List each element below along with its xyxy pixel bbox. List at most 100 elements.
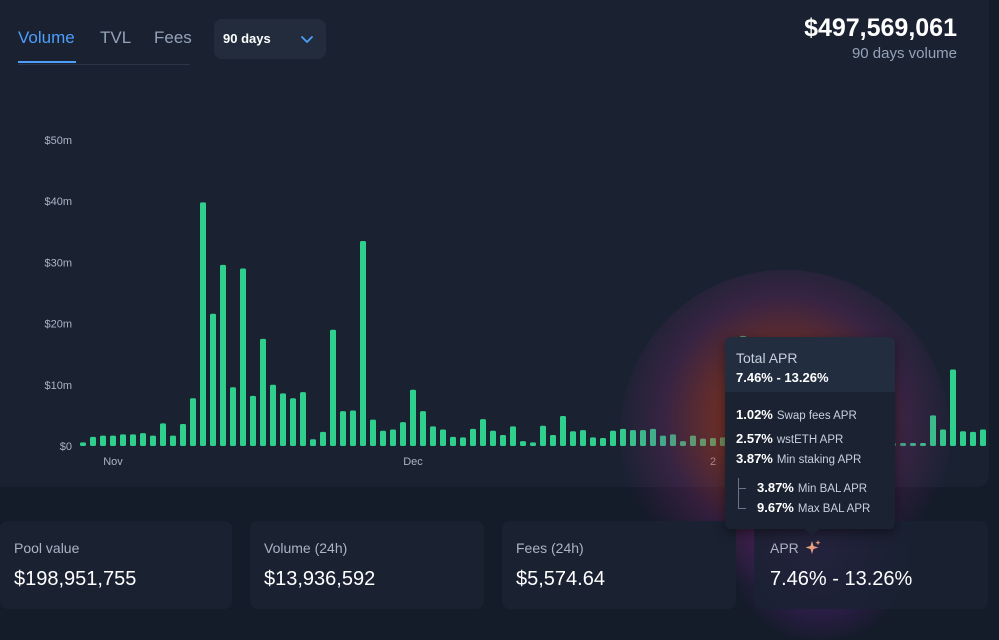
apr-tooltip: Total APR 7.46% - 13.26% 1.02% Swap fees …	[725, 337, 895, 536]
volume-bar[interactable]	[450, 436, 456, 446]
volume-bar[interactable]	[580, 430, 586, 446]
pool-value-card: Pool value $198,951,755	[0, 521, 232, 609]
pool-value-amount: $198,951,755	[14, 568, 137, 590]
volume-bar[interactable]	[960, 431, 966, 446]
volume-bar[interactable]	[520, 441, 526, 446]
volume-bar[interactable]	[300, 392, 306, 446]
volume-bar[interactable]	[650, 428, 656, 446]
total-volume-caption: 90 days volume	[851, 45, 957, 62]
volume-bar[interactable]	[250, 395, 256, 446]
volume-bar[interactable]	[640, 430, 646, 446]
volume-summary: $497,569,061 90 days volume	[804, 14, 957, 62]
volume-bar[interactable]	[310, 439, 316, 446]
volume-bar[interactable]	[400, 422, 406, 446]
volume-bar[interactable]	[330, 329, 336, 446]
max-bal-apr-row: 9.67% Max BAL APR	[757, 500, 870, 515]
volume-bar[interactable]	[700, 438, 706, 446]
volume-bar[interactable]	[970, 431, 976, 446]
volume-bar[interactable]	[680, 441, 686, 446]
fees-24h-card: Fees (24h) $5,574.64	[502, 521, 736, 609]
volume-bar[interactable]	[120, 434, 126, 446]
volume-24h-amount: $13,936,592	[264, 568, 376, 590]
volume-bar[interactable]	[710, 438, 716, 446]
volume-bar[interactable]	[90, 436, 96, 446]
volume-bar[interactable]	[940, 429, 946, 446]
volume-bar[interactable]	[690, 435, 696, 446]
volume-bar[interactable]	[360, 240, 366, 446]
volume-bar[interactable]	[340, 411, 346, 446]
time-range-select[interactable]: 90 days	[214, 19, 326, 59]
volume-bar[interactable]	[140, 433, 146, 446]
volume-bar[interactable]	[160, 423, 166, 446]
volume-bar[interactable]	[180, 423, 186, 446]
volume-bar[interactable]	[320, 431, 326, 446]
volume-bar[interactable]	[500, 434, 506, 446]
volume-bar[interactable]	[200, 202, 206, 446]
volume-bar[interactable]	[190, 398, 196, 446]
volume-bar[interactable]	[610, 430, 616, 446]
volume-bar[interactable]	[510, 426, 516, 446]
volume-bar[interactable]	[980, 429, 986, 446]
wsteth-apr-row: 2.57% wstETH APR	[736, 431, 843, 446]
chart-tabs: Volume TVL Fees	[18, 28, 192, 65]
volume-bar[interactable]	[220, 264, 226, 446]
x-axis-tick-label: 2	[710, 456, 716, 468]
volume-bar[interactable]	[920, 442, 926, 446]
volume-bar[interactable]	[910, 442, 916, 446]
volume-bar[interactable]	[460, 437, 466, 446]
volume-bar[interactable]	[420, 411, 426, 446]
volume-bar[interactable]	[150, 435, 156, 446]
volume-bar[interactable]	[430, 426, 436, 446]
tab-tvl[interactable]: TVL	[100, 28, 132, 47]
volume-bar[interactable]	[130, 434, 136, 446]
volume-bar[interactable]	[900, 442, 906, 446]
volume-bar[interactable]	[600, 438, 606, 446]
volume-bar[interactable]	[380, 430, 386, 446]
tooltip-tree-connector	[738, 478, 747, 509]
volume-bar[interactable]	[590, 437, 596, 446]
volume-bar[interactable]	[660, 435, 666, 446]
volume-bar[interactable]	[560, 416, 566, 446]
volume-bar[interactable]	[260, 338, 266, 446]
volume-bar[interactable]	[950, 369, 956, 447]
volume-bar[interactable]	[270, 384, 276, 446]
volume-bar[interactable]	[410, 389, 416, 446]
volume-bar[interactable]	[670, 434, 676, 446]
volume-bar[interactable]	[620, 428, 626, 446]
fees-24h-amount: $5,574.64	[516, 568, 605, 590]
sparkle-icon[interactable]	[804, 539, 822, 557]
volume-bar[interactable]	[490, 430, 496, 446]
fees-24h-label: Fees (24h)	[516, 540, 584, 556]
volume-bar[interactable]	[480, 419, 486, 446]
tab-fees[interactable]: Fees	[154, 28, 192, 47]
volume-bar[interactable]	[440, 429, 446, 446]
volume-bar[interactable]	[80, 442, 86, 446]
volume-bar[interactable]	[530, 442, 536, 446]
max-bal-apr-label: Max BAL APR	[797, 503, 871, 515]
volume-bar[interactable]	[280, 393, 286, 446]
volume-bar[interactable]	[550, 434, 556, 446]
volume-bar[interactable]	[540, 425, 546, 446]
tab-volume[interactable]: Volume	[18, 28, 75, 47]
min-bal-apr-row: 3.87% Min BAL APR	[757, 480, 867, 495]
apr-card[interactable]: APR 7.46% - 13.26%	[754, 521, 988, 609]
volume-bar[interactable]	[230, 387, 236, 446]
volume-bar[interactable]	[350, 410, 356, 446]
volume-bar[interactable]	[100, 435, 106, 446]
volume-bar[interactable]	[240, 268, 246, 446]
wsteth-apr-value: 2.57%	[736, 431, 773, 446]
y-axis-tick-label: $10m	[44, 380, 72, 392]
volume-24h-card: Volume (24h) $13,936,592	[250, 521, 484, 609]
volume-bar[interactable]	[370, 419, 376, 446]
volume-bar[interactable]	[290, 398, 296, 446]
min-bal-apr-value: 3.87%	[757, 480, 794, 495]
volume-bar[interactable]	[570, 431, 576, 446]
volume-bar[interactable]	[930, 415, 936, 446]
volume-bar[interactable]	[210, 313, 216, 446]
volume-bar[interactable]	[390, 429, 396, 446]
volume-bar[interactable]	[110, 435, 116, 446]
volume-bar[interactable]	[470, 428, 476, 446]
volume-bar[interactable]	[170, 435, 176, 446]
volume-bar[interactable]	[630, 430, 636, 446]
swap-fees-apr-value: 1.02%	[736, 407, 773, 422]
